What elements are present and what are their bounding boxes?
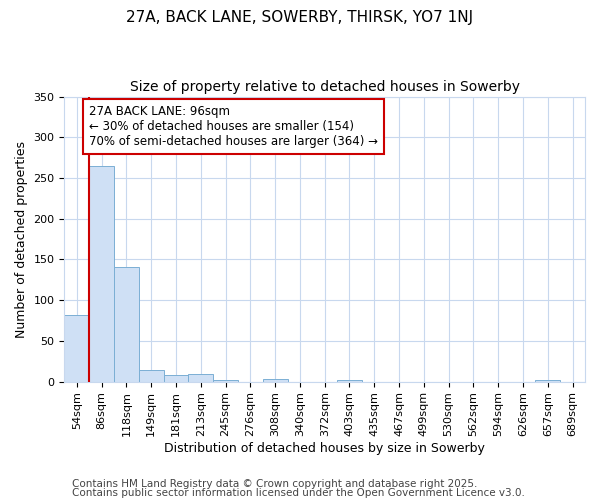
Text: Contains HM Land Registry data © Crown copyright and database right 2025.: Contains HM Land Registry data © Crown c… — [72, 479, 478, 489]
Bar — [337, 380, 362, 382]
Bar — [213, 380, 238, 382]
X-axis label: Distribution of detached houses by size in Sowerby: Distribution of detached houses by size … — [164, 442, 485, 455]
Y-axis label: Number of detached properties: Number of detached properties — [15, 140, 28, 338]
Text: Contains public sector information licensed under the Open Government Licence v3: Contains public sector information licen… — [72, 488, 525, 498]
Bar — [89, 166, 114, 382]
Text: 27A, BACK LANE, SOWERBY, THIRSK, YO7 1NJ: 27A, BACK LANE, SOWERBY, THIRSK, YO7 1NJ — [127, 10, 473, 25]
Bar — [164, 375, 188, 382]
Bar — [64, 315, 89, 382]
Bar — [114, 267, 139, 382]
Title: Size of property relative to detached houses in Sowerby: Size of property relative to detached ho… — [130, 80, 520, 94]
Bar — [263, 379, 287, 382]
Text: 27A BACK LANE: 96sqm
← 30% of detached houses are smaller (154)
70% of semi-deta: 27A BACK LANE: 96sqm ← 30% of detached h… — [89, 104, 378, 148]
Bar — [535, 380, 560, 382]
Bar — [188, 374, 213, 382]
Bar — [139, 370, 164, 382]
